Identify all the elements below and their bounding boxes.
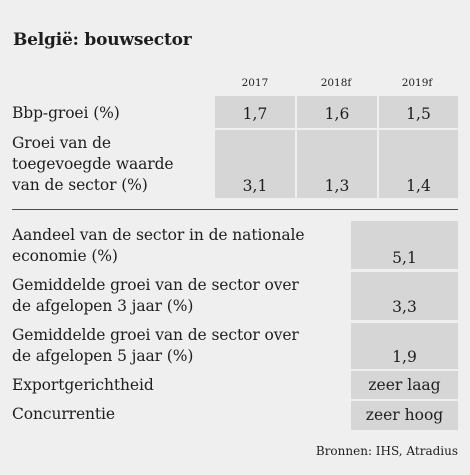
row-label-line: Concurrentie bbox=[12, 405, 115, 423]
row-label-groei-5jaar: Gemiddelde groei van de sector over de a… bbox=[12, 325, 299, 367]
row-label-line: de afgelopen 5 jaar (%) bbox=[12, 347, 194, 365]
cell-groei-2019f bbox=[379, 130, 458, 198]
cell-bbp-2019f bbox=[379, 96, 458, 128]
value-export: zeer laag bbox=[368, 376, 441, 394]
row-label-line: Aandeel van de sector in de nationale bbox=[12, 226, 305, 244]
year-header-2017: 2017 bbox=[241, 77, 269, 89]
value-groei-2019f: 1,4 bbox=[406, 177, 431, 195]
value-groei-2018f: 1,3 bbox=[324, 177, 350, 195]
row-label-bbp: Bbp-groei (%) bbox=[12, 103, 120, 124]
value-groei-3jaar: 3,3 bbox=[392, 298, 417, 316]
cell-bbp-2018f bbox=[297, 96, 377, 128]
cell-groei-2018f bbox=[297, 130, 377, 198]
page-title: België: bouwsector bbox=[13, 30, 192, 50]
row-label-line: Groei van de bbox=[12, 134, 111, 152]
value-groei-5jaar: 1,9 bbox=[392, 348, 417, 366]
row-label-groei-3jaar: Gemiddelde groei van de sector over de a… bbox=[12, 275, 299, 317]
row-label-aandeel: Aandeel van de sector in de nationale ec… bbox=[12, 225, 305, 267]
row-label-line: Exportgerichtheid bbox=[12, 376, 154, 394]
value-bbp-2019f: 1,5 bbox=[406, 105, 431, 123]
row-label-line: de afgelopen 3 jaar (%) bbox=[12, 297, 194, 315]
cell-groei-3jaar bbox=[351, 272, 458, 320]
value-concurrentie: zeer hoog bbox=[365, 406, 444, 424]
cell-groei-2017 bbox=[215, 130, 295, 198]
row-label-line: Bbp-groei (%) bbox=[12, 104, 120, 122]
row-label-groei: Groei van de toegevoegde waarde van de s… bbox=[12, 133, 174, 196]
row-label-line: toegevoegde waarde bbox=[12, 155, 174, 173]
row-label-line: Gemiddelde groei van de sector over bbox=[12, 326, 299, 344]
cell-bbp-2017 bbox=[215, 96, 295, 128]
cell-concurrentie bbox=[351, 401, 458, 430]
cell-export bbox=[351, 371, 458, 399]
year-header-2019f: 2019f bbox=[401, 77, 433, 89]
value-aandeel: 5,1 bbox=[392, 249, 417, 267]
row-label-line: Gemiddelde groei van de sector over bbox=[12, 276, 299, 294]
source-note: Bronnen: IHS, Atradius bbox=[315, 444, 458, 458]
value-bbp-2018f: 1,6 bbox=[324, 105, 350, 123]
cell-aandeel bbox=[351, 221, 458, 269]
value-groei-2017: 3,1 bbox=[242, 177, 268, 195]
value-bbp-2017: 1,7 bbox=[242, 105, 268, 123]
year-header-2018f: 2018f bbox=[320, 77, 352, 89]
row-label-line: economie (%) bbox=[12, 247, 118, 265]
row-label-line: van de sector (%) bbox=[12, 176, 148, 194]
cell-groei-5jaar bbox=[351, 323, 458, 369]
section-divider bbox=[12, 209, 458, 210]
row-label-export: Exportgerichtheid bbox=[12, 375, 154, 396]
row-label-concurrentie: Concurrentie bbox=[12, 404, 115, 425]
